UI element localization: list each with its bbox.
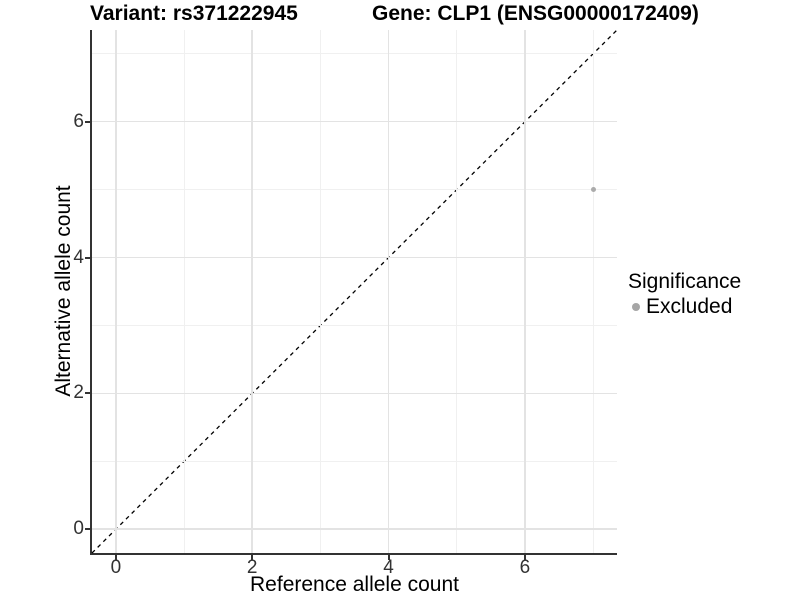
grid-line-y-minor xyxy=(92,189,617,191)
grid-line-x-major xyxy=(115,30,117,553)
y-tick-label: 2 xyxy=(73,382,84,404)
y-tick-mark xyxy=(85,392,90,395)
y-tick-label: 4 xyxy=(73,246,84,268)
plot-title-gene: Gene: CLP1 (ENSG00000172409) xyxy=(372,2,699,25)
y-tick-label: 0 xyxy=(73,518,84,540)
grid-line-y-major xyxy=(92,256,617,259)
legend-item-label: Excluded xyxy=(646,295,733,319)
x-tick-label: 2 xyxy=(246,557,258,578)
legend-title: Significance xyxy=(628,270,742,293)
legend-item-excluded: Excluded xyxy=(628,294,741,319)
x-tick-mark xyxy=(387,555,390,560)
x-tick-label: 6 xyxy=(519,557,531,578)
plot-panel xyxy=(91,29,618,554)
legend: Significance Excluded xyxy=(628,269,741,319)
grid-line-x-minor xyxy=(319,30,321,553)
grid-line-y-minor xyxy=(92,460,617,462)
grid-line-x-major xyxy=(387,30,390,553)
y-axis-line xyxy=(90,30,92,555)
y-tick-label: 6 xyxy=(73,110,84,132)
grid-line-x-minor xyxy=(456,30,458,553)
y-axis-title: Alternative allele count xyxy=(52,185,75,397)
y-tick-mark xyxy=(85,120,90,123)
data-point xyxy=(590,187,596,193)
grid-line-x-major xyxy=(524,30,526,553)
y-tick-mark xyxy=(85,256,90,259)
x-tick-mark xyxy=(251,555,254,560)
x-tick-label: 0 xyxy=(110,557,122,578)
grid-line-x-minor xyxy=(183,30,185,553)
grid-line-y-major xyxy=(92,392,617,395)
identity-dashed-line xyxy=(91,29,618,554)
grid-line-y-major xyxy=(92,528,617,530)
x-tick-mark xyxy=(114,555,117,560)
x-tick-mark xyxy=(523,555,526,560)
legend-point-icon xyxy=(632,302,640,311)
grid-line-y-minor xyxy=(92,53,617,55)
x-axis-line xyxy=(90,553,617,555)
x-tick-label: 4 xyxy=(383,557,394,578)
grid-line-x-minor xyxy=(592,30,594,553)
grid-line-y-major xyxy=(92,120,617,123)
x-axis-title: Reference allele count xyxy=(250,573,459,596)
y-tick-mark xyxy=(85,528,90,531)
grid-line-x-major xyxy=(251,30,253,553)
grid-line-y-minor xyxy=(92,324,617,326)
plot-title-variant: Variant: rs371222945 xyxy=(90,2,298,25)
